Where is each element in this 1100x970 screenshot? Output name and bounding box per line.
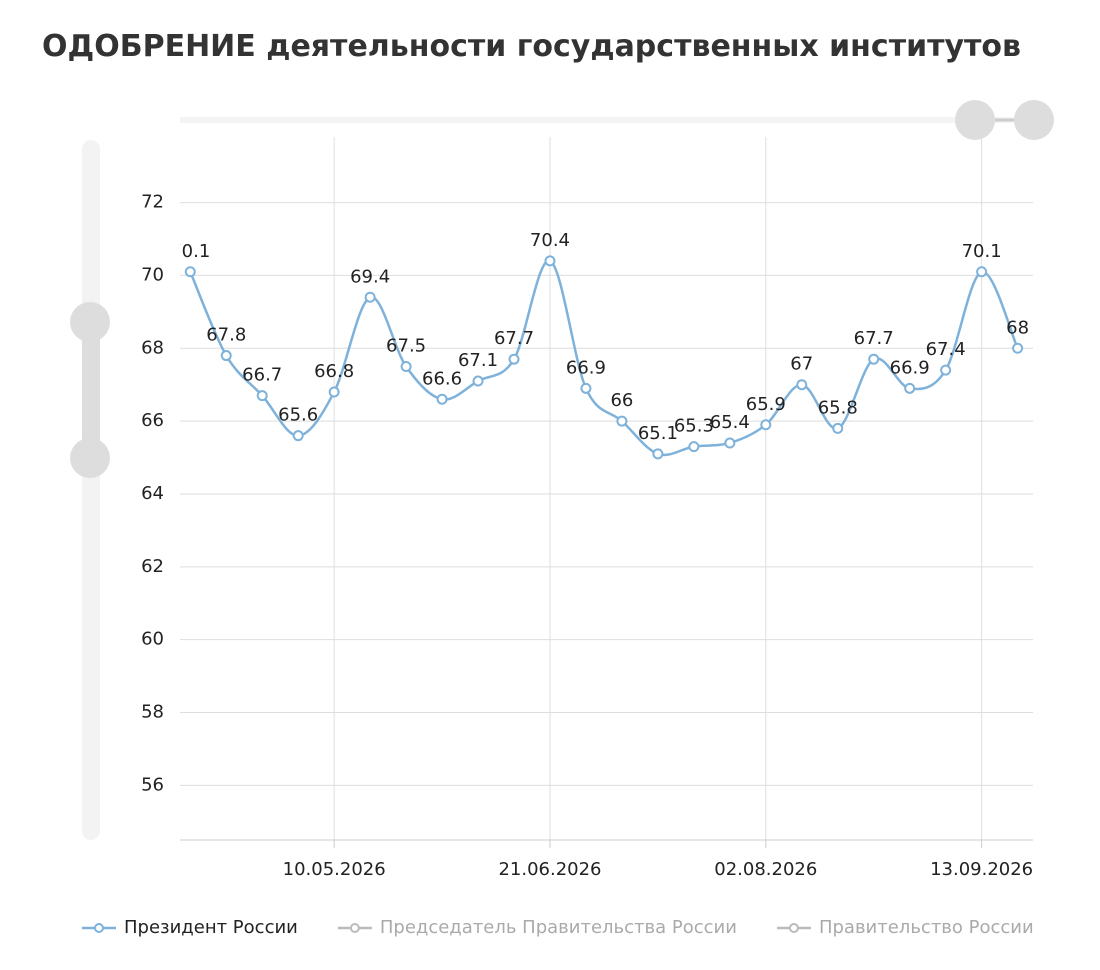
y-tick-label: 68 [141, 337, 164, 358]
data-label: 67.8 [206, 325, 246, 346]
point [436, 393, 448, 405]
data-label: 66.9 [890, 357, 930, 378]
point [616, 415, 628, 427]
point [364, 291, 376, 303]
point [688, 441, 700, 453]
point [400, 360, 412, 372]
y-tick-label: 58 [141, 702, 164, 723]
data-label: 69.4 [350, 266, 390, 287]
x-tick-label: 10.05.2026 [283, 859, 386, 880]
y-tick-label: 62 [141, 556, 164, 577]
legend-marker [788, 923, 799, 933]
point [328, 386, 340, 398]
x-tick-label: 13.09.2026 [930, 859, 1033, 880]
data-label: 67.7 [854, 328, 894, 349]
legend-label[interactable]: Председатель Правительства России [380, 917, 737, 938]
point [976, 266, 988, 278]
data-label: 65.6 [278, 405, 318, 426]
navigator-handle[interactable] [1014, 100, 1054, 140]
navigator-handle[interactable] [955, 100, 995, 140]
point [904, 382, 916, 394]
data-label: 65.3 [674, 416, 714, 437]
data-label: 66.8 [314, 361, 354, 382]
data-label: 68 [1006, 317, 1029, 338]
data-label: 70.1 [962, 241, 1002, 262]
y-tick-label: 66 [141, 410, 164, 431]
point [292, 430, 304, 442]
chart-title: ОДОБРЕНИЕ деятельности государственных и… [42, 29, 1021, 64]
data-label: 70.1 [170, 241, 210, 262]
data-label: 66.6 [422, 368, 462, 389]
point [184, 266, 196, 278]
data-label: 65.4 [710, 412, 750, 433]
y-tick-label: 60 [141, 629, 164, 650]
point [868, 353, 880, 365]
y-tick-label: 56 [141, 774, 164, 795]
point [256, 390, 268, 402]
data-label: 70.4 [530, 230, 570, 251]
data-label: 65.8 [818, 397, 858, 418]
legend-label[interactable]: Президент России [124, 917, 298, 938]
point [724, 437, 736, 449]
y-scroll-handle[interactable] [70, 438, 110, 478]
point [220, 350, 232, 362]
point [832, 422, 844, 434]
point [580, 382, 592, 394]
point [544, 255, 556, 267]
data-label: 67.4 [926, 339, 966, 360]
data-label: 67.1 [458, 350, 498, 371]
legend-label[interactable]: Правительство России [819, 917, 1034, 938]
data-label: 67 [790, 354, 813, 375]
data-label: 66.9 [566, 357, 606, 378]
x-tick-label: 21.06.2026 [498, 859, 601, 880]
point [760, 419, 772, 431]
point [940, 364, 952, 376]
data-label: 67.7 [494, 328, 534, 349]
data-label: 65.9 [746, 394, 786, 415]
point [508, 353, 520, 365]
data-label: 66 [610, 390, 633, 411]
y-tick-label: 70 [141, 264, 164, 285]
navigator-track [180, 117, 1040, 123]
legend-marker [94, 923, 104, 933]
y-tick-label: 72 [141, 192, 164, 213]
data-label: 66.7 [242, 365, 282, 386]
y-tick-label: 64 [141, 483, 164, 504]
point [1012, 342, 1024, 354]
legend-marker [349, 923, 360, 933]
point [472, 375, 484, 387]
data-label: 67.5 [386, 335, 426, 356]
point [652, 448, 664, 460]
x-tick-label: 02.08.2026 [714, 859, 817, 880]
y-scroll-handle[interactable] [70, 302, 110, 342]
y-scroll-range [82, 322, 100, 458]
y-scroll-track [82, 140, 100, 840]
data-label: 65.1 [638, 423, 678, 444]
point [796, 379, 808, 391]
